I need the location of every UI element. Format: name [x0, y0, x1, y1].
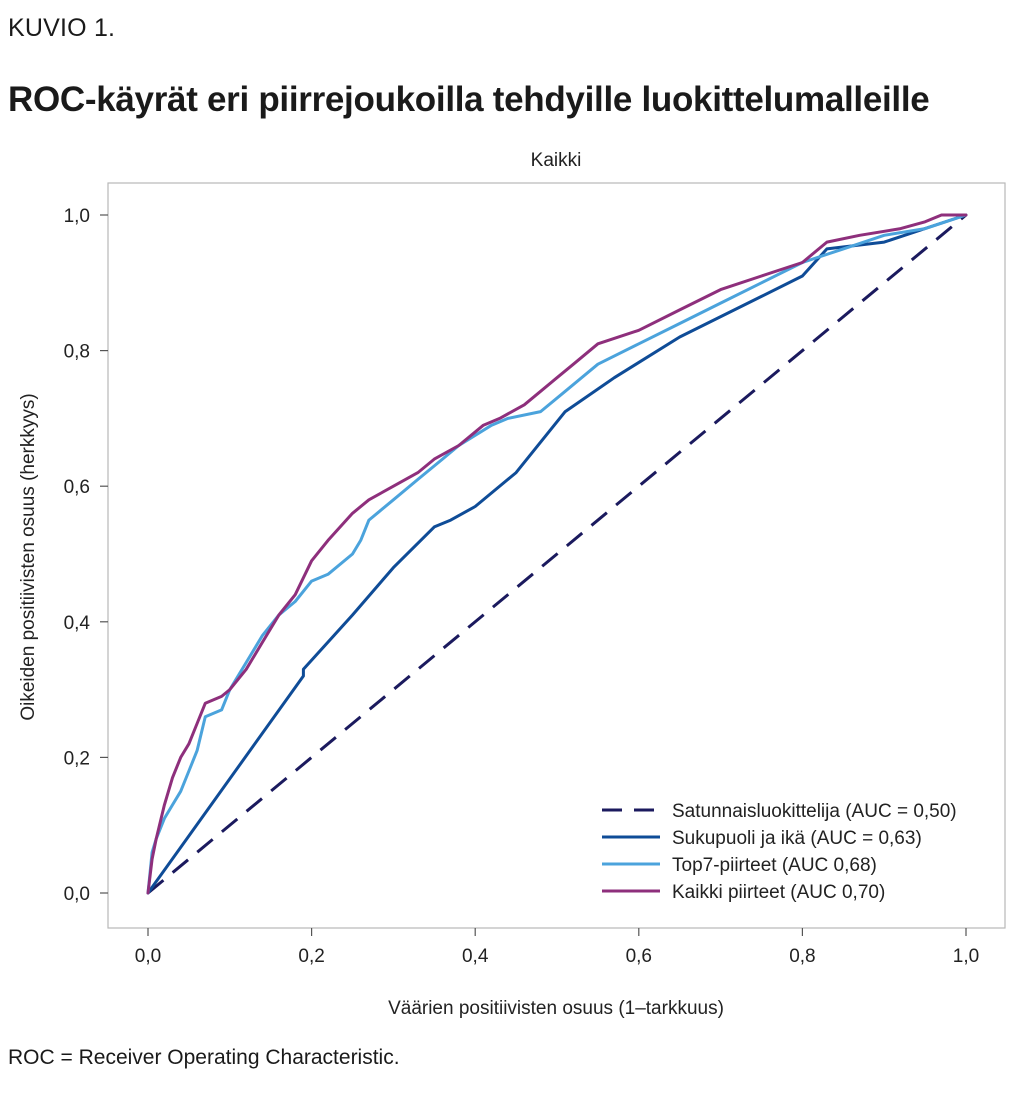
y-tick-label: 0,8 — [64, 342, 90, 363]
y-tick-label: 0,6 — [64, 477, 90, 498]
x-axis-label: Väärien positiivisten osuus (1–tarkkuus) — [388, 998, 724, 1019]
y-tick-label: 1,0 — [64, 206, 90, 227]
y-tick-label: 0,2 — [64, 748, 90, 769]
figure-title: ROC-käyrät eri piirrejoukoilla tehdyille… — [8, 80, 930, 119]
legend-label-2: Top7-piirteet (AUC 0,68) — [672, 855, 877, 876]
y-axis-label: Oikeiden positiivisten osuus (herkkyys) — [18, 393, 39, 720]
series-line-0 — [147, 213, 967, 895]
roc-chart: Kaikki 0,0 0,2 0,4 0,6 0,8 1,0 0,00,20,40,60,… — [18, 150, 1006, 1019]
legend-label-3: Kaikki piirteet (AUC 0,70) — [672, 882, 885, 903]
x-tick-label: 1,0 — [953, 946, 979, 967]
x-tick-label: 0,6 — [626, 946, 652, 967]
y-tick-label: 0,0 — [64, 884, 90, 905]
x-tick-label: 0,0 — [135, 946, 161, 967]
series-line-1 — [146, 213, 968, 895]
series-line-2 — [146, 213, 968, 895]
chart-title: Kaikki — [531, 150, 582, 171]
y-axis: 0,0 0,2 0,4 0,6 0,8 1,0 — [64, 206, 108, 905]
x-axis: 0,0 0,2 0,4 0,6 0,8 1,0 — [135, 928, 979, 967]
legend: Satunnaisluokittelija (AUC = 0,50) Sukupu… — [602, 801, 957, 903]
series-line-3 — [146, 213, 968, 895]
figure-label: KUVIO 1. — [8, 14, 116, 42]
legend-label-1: Sukupuoli ja ikä (AUC = 0,63) — [672, 828, 922, 849]
series-layer — [146, 213, 968, 895]
x-tick-label: 0,4 — [462, 946, 489, 967]
legend-label-0: Satunnaisluokittelija (AUC = 0,50) — [672, 801, 957, 822]
footnote: ROC = Receiver Operating Characteristic. — [8, 1046, 400, 1069]
x-tick-label: 0,2 — [298, 946, 324, 967]
y-tick-label: 0,4 — [64, 613, 91, 634]
x-tick-label: 0,8 — [789, 946, 815, 967]
